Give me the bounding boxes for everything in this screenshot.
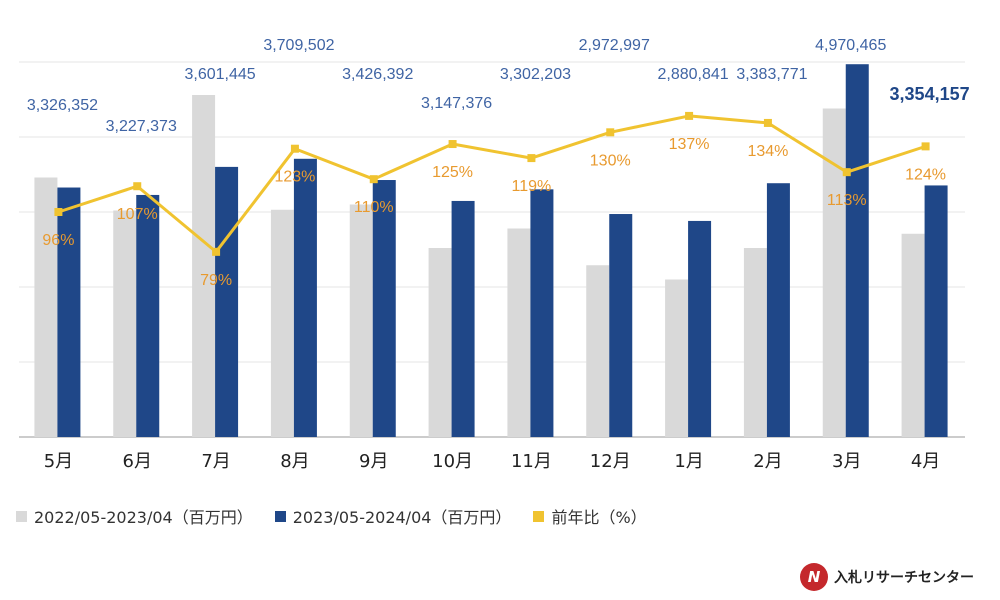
legend-item-yoy: 前年比（%） (533, 504, 647, 528)
legend: 2022/05-2023/04（百万円） 2023/05-2024/04（百万円… (16, 504, 669, 528)
bar-prev-year (349, 204, 373, 437)
bar-current-year (845, 64, 869, 438)
bar-data-label: 3,354,157 (890, 84, 970, 104)
x-tick-label: 9月 (359, 451, 388, 472)
yoy-data-label: 137% (669, 136, 710, 153)
bar-data-label: 3,426,392 (342, 66, 413, 83)
yoy-marker (133, 182, 142, 191)
yoy-marker (527, 154, 536, 163)
yoy-data-label: 119% (512, 178, 552, 195)
yoy-marker (290, 144, 299, 153)
yoy-data-label: 125% (432, 164, 473, 181)
yoy-data-label: 123% (274, 169, 315, 186)
x-tick-label: 4月 (911, 451, 940, 472)
x-tick-label: 8月 (280, 451, 309, 472)
yoy-data-label: 130% (590, 152, 631, 169)
legend-swatch-current-year (274, 510, 286, 522)
yoy-marker (54, 208, 63, 216)
bar-current-year (530, 189, 554, 437)
x-tick-label: 12月 (590, 451, 631, 472)
yoy-data-label: 113% (827, 192, 867, 209)
bar-data-label: 3,227,373 (106, 118, 177, 135)
bar-prev-year (743, 248, 767, 437)
bar-data-label: 3,383,771 (736, 66, 807, 83)
x-tick-label: 5月 (44, 451, 73, 472)
bar-data-label: 4,970,465 (815, 37, 886, 54)
yoy-marker (606, 128, 615, 137)
brand-logo-mark: N (800, 563, 828, 591)
bar-data-label: 2,880,841 (657, 66, 728, 83)
bar-prev-year (901, 233, 925, 437)
x-tick-label: 3月 (832, 451, 861, 472)
bar-data-label: 2,972,997 (579, 37, 650, 54)
yoy-data-label: 96% (42, 232, 74, 249)
yoy-marker (212, 247, 221, 256)
bar-current-year (688, 220, 712, 437)
bar-prev-year (34, 177, 58, 437)
bar-current-year (766, 183, 790, 437)
yoy-data-label: 134% (747, 143, 788, 160)
bar-prev-year (192, 95, 216, 437)
x-tick-label: 1月 (674, 451, 703, 472)
bar-prev-year (428, 248, 452, 437)
x-tick-label: 11月 (511, 451, 552, 472)
bar-prev-year (822, 108, 846, 437)
yoy-marker (842, 168, 851, 177)
legend-label-prev-year: 2022/05-2023/04（百万円） (34, 508, 253, 527)
bar-data-label: 3,601,445 (184, 66, 255, 83)
brand-logo: N 入札リサーチセンター (800, 563, 974, 591)
bar-current-year (924, 185, 948, 437)
yoy-data-label: 110% (354, 199, 394, 216)
bar-data-label: 3,147,376 (421, 95, 492, 112)
bar-prev-year (586, 265, 610, 437)
x-tick-label: 10月 (432, 451, 473, 472)
bar-current-year (136, 194, 160, 437)
x-tick-label: 2月 (753, 451, 782, 472)
bar-current-year (609, 214, 633, 437)
bar-prev-year (665, 279, 689, 437)
yoy-marker (685, 111, 694, 120)
combo-chart: 5月 6月 7月 8月 9月 10月 11月 12月 1月 2月 3月 4月 96% 107% 79% 123… (19, 37, 970, 472)
x-tick-label: 7月 (201, 451, 230, 472)
bar-prev-year (270, 209, 294, 437)
bar-data-label: 3,326,352 (27, 97, 98, 114)
legend-item-prev-year: 2022/05-2023/04（百万円） (16, 504, 253, 528)
yoy-marker (763, 118, 772, 127)
yoy-marker (448, 140, 457, 149)
yoy-line (57, 114, 927, 254)
yoy-marker (921, 142, 930, 151)
yoy-marker (369, 175, 378, 184)
bar-current-year (215, 166, 239, 437)
legend-swatch-prev-year (16, 510, 27, 522)
bar-data-label: 3,709,502 (263, 37, 334, 54)
legend-item-current-year: 2023/05-2024/04（百万円） (274, 504, 512, 528)
bar-current-year (293, 158, 317, 437)
yoy-data-label: 79% (200, 272, 232, 289)
yoy-data-label: 107% (117, 206, 158, 223)
legend-label-current-year: 2023/05-2024/04（百万円） (292, 508, 512, 527)
bar-current-year (57, 187, 81, 437)
legend-label-yoy: 前年比（%） (551, 508, 647, 527)
x-tick-label: 6月 (123, 451, 152, 472)
bar-current-year (451, 200, 475, 437)
bar-current-year (372, 180, 396, 437)
brand-logo-text: 入札リサーチセンター (834, 570, 974, 586)
bar-data-label: 3,302,203 (500, 66, 571, 83)
bar-prev-year (113, 210, 137, 437)
bar-prev-year (507, 228, 531, 437)
legend-swatch-yoy (533, 510, 545, 522)
yoy-data-label: 124% (905, 166, 946, 183)
